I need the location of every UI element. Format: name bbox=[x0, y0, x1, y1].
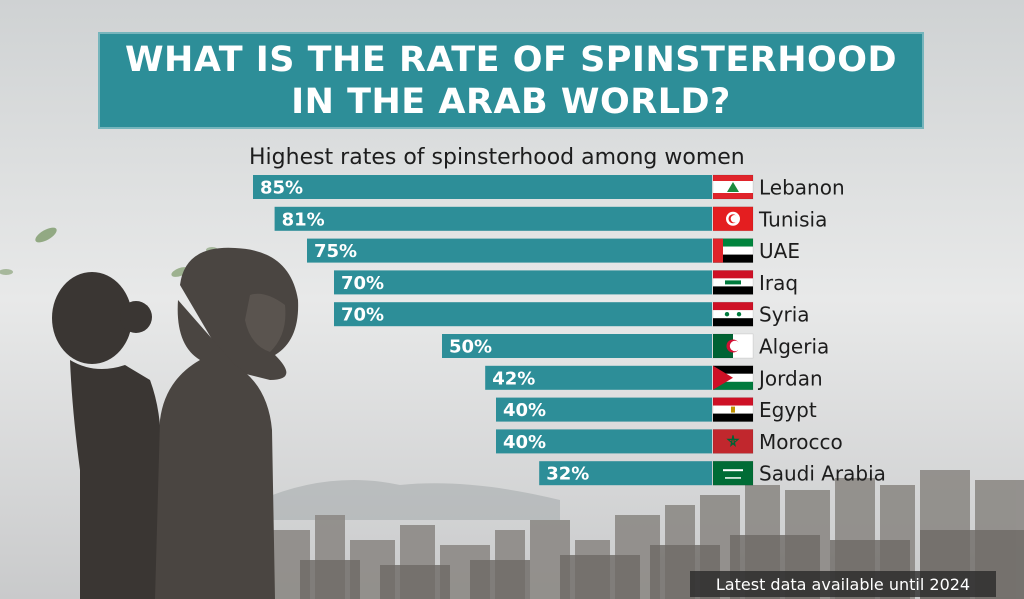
uae-flag-icon bbox=[712, 238, 754, 263]
value-label: 42% bbox=[492, 368, 535, 389]
bar-uae bbox=[307, 238, 712, 263]
bar-egypt bbox=[496, 397, 712, 422]
egypt-flag-icon bbox=[712, 397, 754, 422]
lebanon-flag-icon bbox=[712, 174, 754, 200]
bar-syria bbox=[334, 302, 712, 327]
title-line-2: IN THE ARAB WORLD? bbox=[291, 81, 731, 122]
bar-saudi-arabia bbox=[539, 461, 712, 486]
morocco-flag-icon bbox=[712, 429, 754, 454]
value-label: 70% bbox=[341, 305, 384, 326]
value-label: 81% bbox=[282, 209, 325, 230]
chart-subtitle: Highest rates of spinsterhood among wome… bbox=[249, 145, 745, 170]
iraq-flag-icon bbox=[712, 270, 754, 295]
bar-iraq bbox=[334, 270, 712, 295]
bar-lebanon bbox=[253, 175, 712, 199]
country-label: Jordan bbox=[757, 366, 823, 390]
tunisia-flag-icon bbox=[712, 206, 754, 232]
bar-algeria bbox=[442, 334, 712, 358]
country-label: Tunisia bbox=[758, 207, 827, 231]
value-label: 32% bbox=[546, 464, 589, 485]
value-label: 85% bbox=[260, 178, 303, 199]
data-source-note: Latest data available until 2024 bbox=[690, 571, 996, 597]
country-label: Syria bbox=[759, 303, 810, 327]
country-label: Egypt bbox=[759, 398, 817, 422]
value-label: 40% bbox=[503, 400, 546, 421]
country-label: Algeria bbox=[759, 335, 829, 359]
value-label: 70% bbox=[341, 273, 384, 294]
country-label: UAE bbox=[759, 239, 800, 263]
country-label: Morocco bbox=[759, 430, 843, 454]
algeria-flag-icon bbox=[712, 333, 754, 359]
country-label: Iraq bbox=[759, 271, 798, 295]
country-label: Saudi Arabia bbox=[759, 462, 886, 486]
title-banner: WHAT IS THE RATE OF SPINSTERHOOD IN THE … bbox=[98, 32, 924, 129]
title-line-1: WHAT IS THE RATE OF SPINSTERHOOD bbox=[124, 39, 898, 80]
bar-morocco bbox=[496, 429, 712, 454]
value-label: 75% bbox=[314, 241, 357, 262]
bar-tunisia bbox=[274, 206, 712, 231]
value-label: 50% bbox=[449, 337, 492, 358]
saudi-arabia-flag-icon bbox=[712, 460, 754, 486]
bar-jordan bbox=[485, 365, 712, 390]
value-label: 40% bbox=[503, 432, 546, 453]
jordan-flag-icon bbox=[712, 365, 754, 391]
country-label: Lebanon bbox=[759, 176, 845, 200]
syria-flag-icon bbox=[712, 301, 754, 327]
